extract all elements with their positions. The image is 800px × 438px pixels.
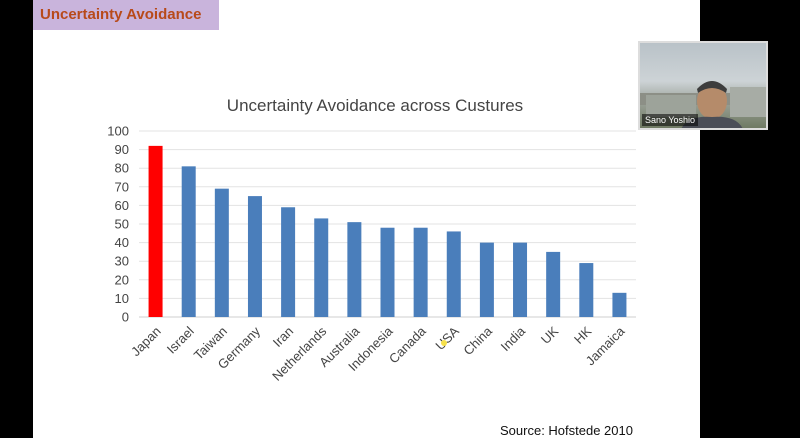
bar-germany (247, 196, 262, 317)
source-citation: Source: Hofstede 2010 (500, 423, 633, 438)
webcam-video-tile[interactable]: Sano Yoshio (638, 41, 768, 130)
y-tick-label: 0 (122, 310, 129, 325)
bar-indonesia (380, 227, 395, 317)
bar-hk (579, 263, 594, 317)
x-tick-label: Canada (386, 323, 429, 366)
presentation-slide: Uncertainty Avoidance Uncertainty Avoida… (33, 0, 700, 438)
bar-india (513, 242, 528, 317)
y-tick-label: 60 (115, 198, 129, 213)
y-tick-label: 100 (107, 124, 129, 139)
y-tick-label: 20 (115, 272, 129, 287)
bars (148, 145, 627, 317)
x-tick-label: UK (538, 323, 562, 347)
pointer-cursor (441, 340, 447, 346)
bar-canada (413, 227, 428, 317)
y-tick-label: 30 (115, 254, 129, 269)
x-tick-label: HK (571, 323, 595, 347)
bar-japan (148, 145, 163, 317)
y-axis-ticks: 0 10 20 30 40 50 60 70 80 90 100 (107, 124, 129, 325)
bar-usa (446, 231, 461, 317)
y-tick-label: 90 (115, 142, 129, 157)
slide-title: Uncertainty Avoidance (40, 6, 202, 23)
bar-netherlands (314, 218, 329, 317)
bar-iran (281, 207, 296, 317)
bar-taiwan (214, 188, 229, 317)
y-tick-label: 70 (115, 179, 129, 194)
chart-title: Uncertainty Avoidance across Custures (227, 96, 523, 115)
webcam-participant-name: Sano Yoshio (642, 114, 699, 126)
x-tick-label: India (498, 323, 529, 354)
y-tick-label: 50 (115, 217, 129, 232)
bar-uk (546, 251, 561, 317)
bar-chart: Uncertainty Avoidance across Custures 0 1… (107, 96, 636, 384)
x-tick-label: China (460, 323, 495, 358)
x-tick-label: Japan (128, 324, 164, 360)
bar-israel (181, 166, 196, 317)
slide-title-bar: Uncertainty Avoidance (33, 0, 219, 30)
y-tick-label: 80 (115, 161, 129, 176)
y-tick-label: 10 (115, 291, 129, 306)
bar-jamaica (612, 292, 627, 317)
bar-australia (347, 222, 362, 317)
x-tick-label: Iran (270, 324, 296, 350)
y-tick-label: 40 (115, 235, 129, 250)
x-tick-label: USA (432, 323, 462, 353)
bar-china (479, 242, 494, 317)
